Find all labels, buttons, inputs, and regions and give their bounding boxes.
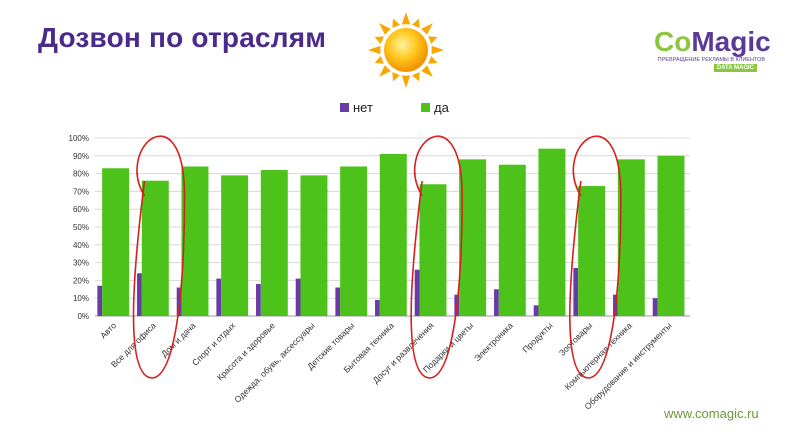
bar-yes (340, 166, 368, 316)
bar-no (216, 278, 222, 316)
x-tick-label: Дом и дача (159, 320, 198, 359)
y-tick-label: 50% (73, 223, 89, 232)
bar-no (652, 298, 658, 316)
bar-no (295, 278, 301, 316)
bar-no (97, 285, 103, 316)
y-axis-ticks: 0% 10% 20% 30% 40% 50% 60% 70% 80% 90% 100% (69, 134, 89, 321)
bar-yes (181, 166, 209, 316)
bar-no (414, 269, 420, 316)
chart-bars (97, 148, 685, 316)
logo-tagline: ПРЕВРАЩЕНИЕ РЕКЛАМЫ В КЛИЕНТОВ (657, 57, 765, 63)
chart-legend: нет да (340, 100, 450, 115)
bar-no (256, 283, 261, 316)
x-tick-label: Зоотовары (557, 320, 594, 357)
bar-yes (498, 164, 526, 316)
bar-yes (419, 184, 447, 316)
y-tick-label: 0% (77, 312, 89, 321)
bar-no (573, 267, 579, 316)
y-tick-label: 70% (73, 187, 89, 196)
site-url: www.comagic.ru (664, 406, 759, 421)
logo-brand-magic: Magic (691, 26, 771, 57)
y-tick-label: 90% (73, 152, 89, 161)
x-tick-label: Электроника (472, 320, 515, 363)
y-tick-label: 20% (73, 276, 89, 285)
bar-no (494, 289, 499, 316)
bar-yes (657, 155, 685, 316)
x-tick-label: Оборудование и инструменты (582, 320, 673, 411)
x-tick-label: Продукты (520, 320, 554, 354)
bar-yes (260, 170, 288, 316)
logo-brand-co: Co (654, 26, 692, 57)
chart-annotations (132, 135, 622, 379)
legend-label-no: нет (353, 100, 373, 115)
bar-yes (379, 154, 407, 316)
slide-title: Дозвон по отраслям (38, 22, 327, 53)
annotation-oval (569, 135, 622, 379)
bar-yes (221, 175, 249, 316)
bar-yes (459, 159, 487, 316)
y-tick-label: 30% (73, 259, 89, 268)
y-tick-label: 100% (69, 134, 89, 143)
comagic-logo: CoMagic ПРЕВРАЩЕНИЕ РЕКЛАМЫ В КЛИЕНТОВ D… (640, 26, 771, 86)
logo-brand: CoMagic (654, 26, 771, 58)
y-tick-label: 80% (73, 170, 89, 179)
x-tick-label: Авто (98, 320, 118, 340)
bar-yes (300, 175, 328, 316)
bar-yes (102, 168, 130, 316)
bar-yes (538, 148, 566, 316)
logo-badge: DATA MAGIC (713, 64, 757, 72)
legend-swatch-yes (421, 103, 430, 112)
y-tick-label: 10% (73, 294, 89, 303)
bar-yes (578, 186, 606, 316)
legend-label-yes: да (434, 100, 450, 115)
bar-no (335, 287, 341, 316)
annotation-oval (132, 135, 186, 379)
annotation-oval (410, 135, 463, 379)
legend-swatch-no (340, 103, 349, 112)
x-tick-label: Одежда, обувь, аксессуары (232, 320, 316, 404)
bar-no (137, 273, 142, 316)
bar-yes (617, 159, 645, 316)
y-tick-label: 40% (73, 241, 89, 250)
bar-no (533, 305, 539, 316)
sun-icon (368, 12, 444, 88)
bar-no (375, 299, 380, 316)
y-tick-label: 60% (73, 205, 89, 214)
bar-yes (141, 180, 169, 316)
